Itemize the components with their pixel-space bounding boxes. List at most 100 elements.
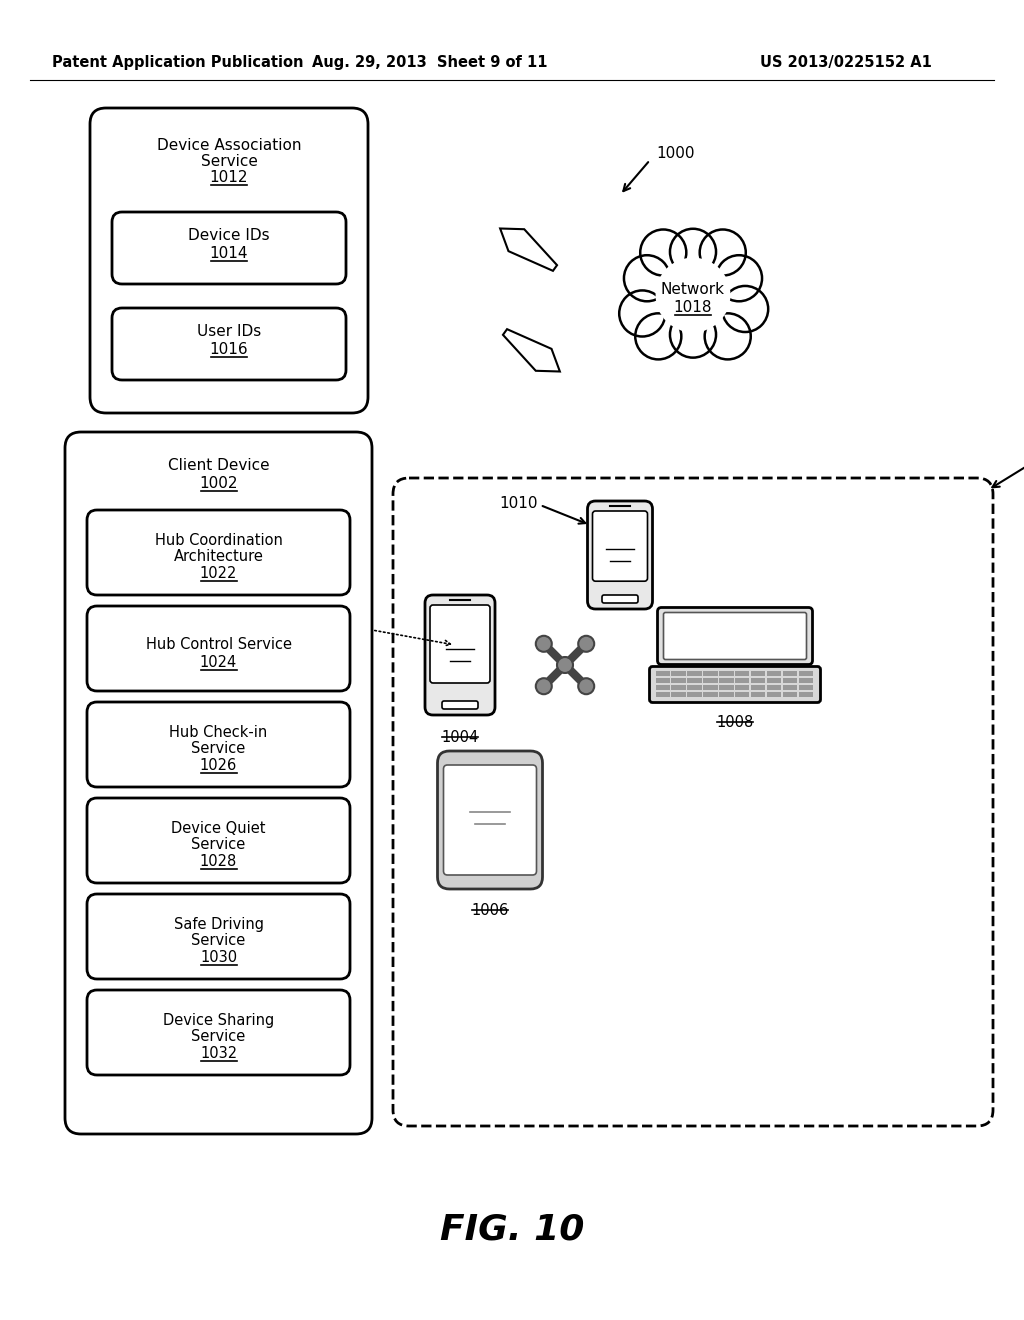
Bar bbox=[799, 677, 813, 682]
Circle shape bbox=[716, 255, 762, 301]
Bar bbox=[751, 671, 765, 676]
Text: 1010: 1010 bbox=[500, 495, 538, 511]
Bar bbox=[719, 671, 733, 676]
Text: Safe Driving: Safe Driving bbox=[173, 917, 263, 932]
FancyBboxPatch shape bbox=[112, 308, 346, 380]
FancyBboxPatch shape bbox=[443, 766, 537, 875]
FancyBboxPatch shape bbox=[588, 502, 652, 609]
Circle shape bbox=[536, 636, 552, 652]
FancyBboxPatch shape bbox=[430, 605, 490, 682]
Text: Network: Network bbox=[662, 281, 725, 297]
FancyBboxPatch shape bbox=[602, 595, 638, 603]
FancyBboxPatch shape bbox=[65, 432, 372, 1134]
Bar bbox=[687, 692, 701, 697]
Bar bbox=[782, 685, 797, 690]
Text: Service: Service bbox=[191, 741, 246, 756]
Text: User IDs: User IDs bbox=[197, 325, 261, 339]
Bar bbox=[782, 671, 797, 676]
Bar bbox=[672, 677, 686, 682]
Bar bbox=[655, 671, 670, 676]
FancyBboxPatch shape bbox=[593, 511, 647, 581]
Text: 1022: 1022 bbox=[200, 566, 238, 581]
Text: Device Quiet: Device Quiet bbox=[171, 821, 266, 836]
Polygon shape bbox=[500, 228, 557, 271]
Bar bbox=[655, 692, 670, 697]
Text: 1012: 1012 bbox=[210, 170, 248, 186]
Text: Architecture: Architecture bbox=[173, 549, 263, 564]
Bar bbox=[751, 677, 765, 682]
Text: 1018: 1018 bbox=[674, 301, 713, 315]
Bar bbox=[799, 671, 813, 676]
Circle shape bbox=[655, 257, 730, 333]
Circle shape bbox=[640, 230, 686, 276]
Circle shape bbox=[620, 290, 666, 337]
Bar bbox=[655, 685, 670, 690]
Bar bbox=[767, 692, 781, 697]
Text: FIG. 10: FIG. 10 bbox=[440, 1213, 584, 1247]
FancyBboxPatch shape bbox=[393, 478, 993, 1126]
Bar bbox=[655, 677, 670, 682]
Circle shape bbox=[635, 313, 681, 359]
Text: Device Sharing: Device Sharing bbox=[163, 1012, 274, 1028]
Text: 1026: 1026 bbox=[200, 758, 238, 774]
FancyBboxPatch shape bbox=[664, 612, 807, 660]
Circle shape bbox=[624, 255, 670, 301]
Bar bbox=[751, 685, 765, 690]
FancyBboxPatch shape bbox=[87, 799, 350, 883]
Text: 1006: 1006 bbox=[471, 903, 509, 917]
Bar bbox=[799, 692, 813, 697]
Bar bbox=[735, 692, 750, 697]
Text: 1032: 1032 bbox=[200, 1045, 238, 1061]
Text: Device IDs: Device IDs bbox=[188, 228, 269, 243]
Text: 1000: 1000 bbox=[656, 145, 694, 161]
FancyBboxPatch shape bbox=[649, 667, 820, 702]
Circle shape bbox=[699, 230, 745, 276]
Bar bbox=[703, 692, 718, 697]
Bar bbox=[782, 677, 797, 682]
Bar bbox=[767, 671, 781, 676]
Bar bbox=[767, 685, 781, 690]
Text: 1004: 1004 bbox=[441, 730, 478, 744]
Bar bbox=[703, 671, 718, 676]
FancyBboxPatch shape bbox=[87, 894, 350, 979]
Bar bbox=[751, 692, 765, 697]
Text: 1014: 1014 bbox=[210, 247, 248, 261]
Bar bbox=[703, 677, 718, 682]
Circle shape bbox=[536, 678, 552, 694]
Bar bbox=[735, 671, 750, 676]
Text: Service: Service bbox=[191, 933, 246, 948]
Text: Service: Service bbox=[191, 837, 246, 851]
Circle shape bbox=[705, 313, 751, 359]
FancyBboxPatch shape bbox=[87, 702, 350, 787]
Circle shape bbox=[579, 636, 594, 652]
FancyBboxPatch shape bbox=[87, 510, 350, 595]
Bar bbox=[703, 685, 718, 690]
FancyBboxPatch shape bbox=[437, 751, 543, 888]
FancyBboxPatch shape bbox=[442, 701, 478, 709]
Bar bbox=[735, 685, 750, 690]
Text: US 2013/0225152 A1: US 2013/0225152 A1 bbox=[760, 54, 932, 70]
FancyBboxPatch shape bbox=[87, 990, 350, 1074]
Text: 1008: 1008 bbox=[717, 715, 754, 730]
Bar bbox=[735, 677, 750, 682]
Text: Device Association: Device Association bbox=[157, 139, 301, 153]
FancyBboxPatch shape bbox=[90, 108, 368, 413]
Bar bbox=[687, 677, 701, 682]
Text: 1016: 1016 bbox=[210, 342, 248, 358]
Bar bbox=[719, 677, 733, 682]
Bar bbox=[799, 685, 813, 690]
Text: Client Device: Client Device bbox=[168, 458, 269, 474]
Circle shape bbox=[722, 286, 768, 333]
Text: 1028: 1028 bbox=[200, 854, 238, 869]
Text: Aug. 29, 2013  Sheet 9 of 11: Aug. 29, 2013 Sheet 9 of 11 bbox=[312, 54, 548, 70]
Text: Service: Service bbox=[201, 154, 257, 169]
Text: Hub Control Service: Hub Control Service bbox=[145, 638, 292, 652]
Text: 1002: 1002 bbox=[200, 477, 238, 491]
Bar bbox=[687, 671, 701, 676]
FancyBboxPatch shape bbox=[112, 213, 346, 284]
Bar bbox=[687, 685, 701, 690]
Text: Hub Coordination: Hub Coordination bbox=[155, 533, 283, 548]
Text: 1030: 1030 bbox=[200, 950, 238, 965]
Text: Hub Check-in: Hub Check-in bbox=[169, 725, 267, 741]
Circle shape bbox=[557, 657, 573, 673]
